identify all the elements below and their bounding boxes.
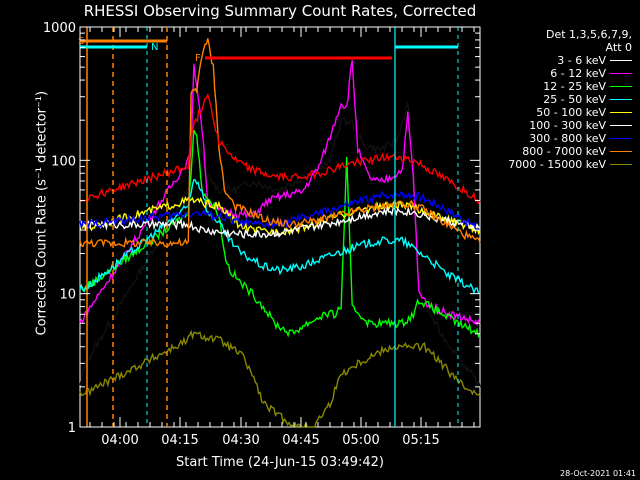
chart-series xyxy=(79,38,481,429)
timestamp: 28-Oct-2021 01:41 xyxy=(560,469,636,478)
legend-swatch xyxy=(610,138,632,139)
legend-item-label: 100 - 300 keV xyxy=(529,119,606,132)
legend-item: 25 - 50 keV xyxy=(482,93,632,106)
legend-item: 800 - 7000 keV xyxy=(482,145,632,158)
legend-item-label: 50 - 100 keV xyxy=(536,106,606,119)
series-line-7000-15000keV xyxy=(79,329,481,429)
y-tick-label: 1000 xyxy=(43,21,76,36)
x-tick-label: 04:45 xyxy=(282,433,319,448)
legend-item-label: 300 - 800 keV xyxy=(529,132,606,145)
x-axis-label: Start Time (24-Jun-15 03:49:42) xyxy=(176,455,384,470)
red-bar-label: F xyxy=(195,53,201,64)
legend-swatch xyxy=(610,86,632,87)
x-tick-label: 04:15 xyxy=(161,433,198,448)
chart-ticks: 1 10 100 1000 04:00 04:15 04:30 04:45 05:00 05:15 xyxy=(43,21,480,448)
legend-swatch xyxy=(610,151,632,152)
x-tick-label: 05:15 xyxy=(402,433,439,448)
legend-item-label: 800 - 7000 keV xyxy=(522,145,606,158)
legend-item: 3 - 6 keV xyxy=(482,54,632,67)
series-line-6-12keV xyxy=(79,60,481,327)
chart-overlays: S N F xyxy=(78,27,459,427)
legend-item: 100 - 300 keV xyxy=(482,119,632,132)
y-axis-label: Corrected Count Rate (s⁻¹ detector⁻¹) xyxy=(34,90,50,336)
legend-item-label: 3 - 6 keV xyxy=(557,54,606,67)
legend-swatch xyxy=(610,73,632,74)
cyan-bar-label: N xyxy=(151,42,158,53)
legend-item: 7000 - 15000 keV xyxy=(482,158,632,171)
legend-swatch xyxy=(610,99,632,100)
legend-item-label: 6 - 12 keV xyxy=(550,67,606,80)
legend-header-2: Att 0 xyxy=(605,41,632,54)
orange-bar-label: S xyxy=(78,36,84,47)
legend-rows: 3 - 6 keV 6 - 12 keV 12 - 25 keV 25 - 50 ke… xyxy=(482,54,632,171)
series-line-3-6keV xyxy=(79,85,481,388)
legend-item: 300 - 800 keV xyxy=(482,132,632,145)
y-tick-label: 100 xyxy=(51,154,76,169)
legend-item: 50 - 100 keV xyxy=(482,106,632,119)
legend-item-label: 7000 - 15000 keV xyxy=(508,158,606,171)
y-tick-label: 10 xyxy=(59,288,76,303)
legend-swatch xyxy=(610,164,632,165)
x-tick-label: 04:00 xyxy=(101,433,138,448)
legend-item: 12 - 25 keV xyxy=(482,80,632,93)
x-tick-label: 04:30 xyxy=(222,433,259,448)
legend-swatch xyxy=(610,112,632,113)
legend-item: 6 - 12 keV xyxy=(482,67,632,80)
series-line-red xyxy=(79,93,481,205)
legend-swatch xyxy=(610,125,632,126)
legend-item-label: 25 - 50 keV xyxy=(543,93,606,106)
legend-header-1: Det 1,3,5,6,7,9, xyxy=(545,28,632,41)
legend-swatch xyxy=(610,60,632,61)
legend-item-label: 12 - 25 keV xyxy=(543,80,606,93)
chart-title: RHESSI Observing Summary Count Rates, Co… xyxy=(83,2,477,20)
y-tick-label: 1 xyxy=(68,421,76,436)
legend: Det 1,3,5,6,7,9, Att 0 3 - 6 keV 6 - 12 k… xyxy=(482,28,632,171)
x-tick-label: 05:00 xyxy=(342,433,379,448)
